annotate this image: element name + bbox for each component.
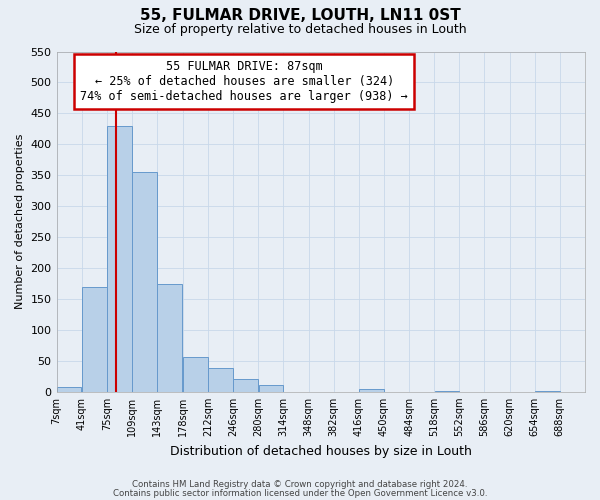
Bar (233, 380, 258, 392)
Bar (434, 391, 459, 392)
Text: 55 FULMAR DRIVE: 87sqm
← 25% of detached houses are smaller (324)
74% of semi-de: 55 FULMAR DRIVE: 87sqm ← 25% of detached… (80, 60, 408, 103)
Bar (107, 126, 131, 392)
X-axis label: Distribution of detached houses by size in Louth: Distribution of detached houses by size … (170, 444, 472, 458)
Bar (132, 172, 157, 392)
Bar (208, 368, 233, 392)
Text: Contains HM Land Registry data © Crown copyright and database right 2024.: Contains HM Land Registry data © Crown c… (132, 480, 468, 489)
Text: Size of property relative to detached houses in Louth: Size of property relative to detached ho… (134, 22, 466, 36)
Bar (359, 390, 383, 392)
Bar (157, 284, 182, 392)
Bar (57, 387, 82, 392)
Text: Contains public sector information licensed under the Open Government Licence v3: Contains public sector information licen… (113, 489, 487, 498)
Bar (183, 356, 208, 392)
Text: 55, FULMAR DRIVE, LOUTH, LN11 0ST: 55, FULMAR DRIVE, LOUTH, LN11 0ST (140, 8, 460, 22)
Bar (259, 385, 283, 392)
Y-axis label: Number of detached properties: Number of detached properties (15, 134, 25, 310)
Bar (535, 391, 560, 392)
Bar (82, 286, 107, 392)
